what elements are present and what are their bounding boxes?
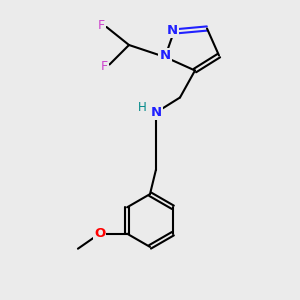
Text: F: F (100, 59, 108, 73)
Text: N: N (159, 49, 171, 62)
Text: O: O (94, 227, 105, 240)
Text: F: F (98, 19, 105, 32)
Text: N: N (150, 106, 162, 119)
Text: N: N (167, 23, 178, 37)
Text: H: H (138, 100, 147, 114)
